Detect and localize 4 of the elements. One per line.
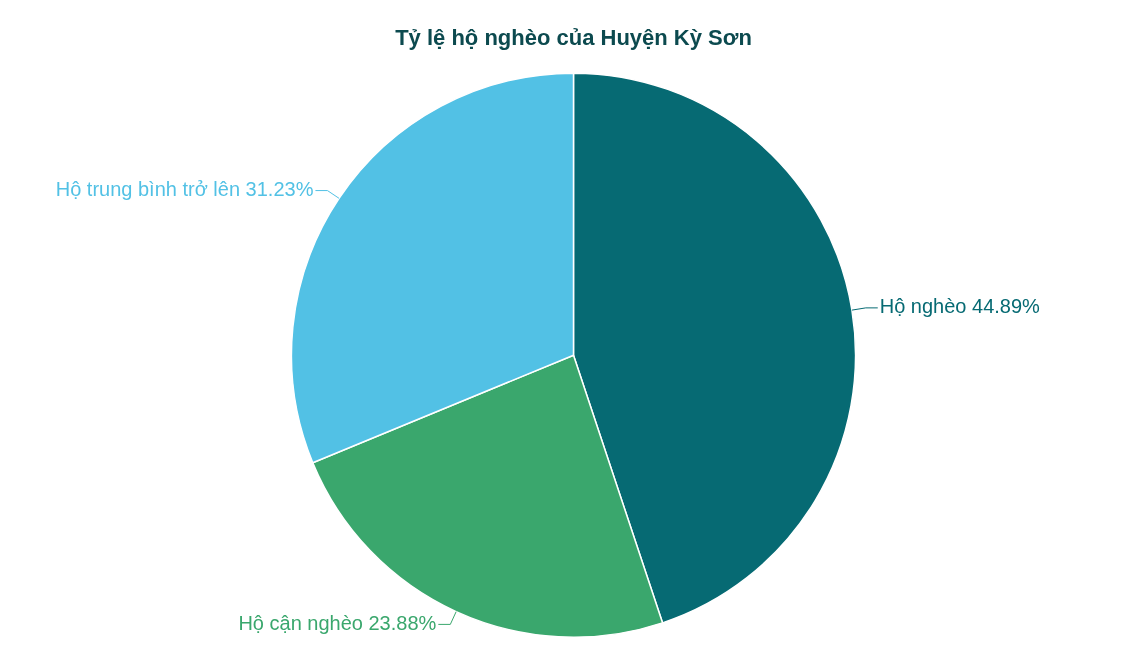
slice-label: Hộ trung bình trở lên 31.23%	[55, 178, 314, 201]
slice-label: Hộ nghèo 44.89%	[879, 295, 1041, 318]
slice-label: Hộ cận nghèo 23.88%	[238, 611, 437, 634]
chart-title: Tỷ lệ hộ nghèo của Huyện Kỳ Sơn	[395, 25, 752, 51]
